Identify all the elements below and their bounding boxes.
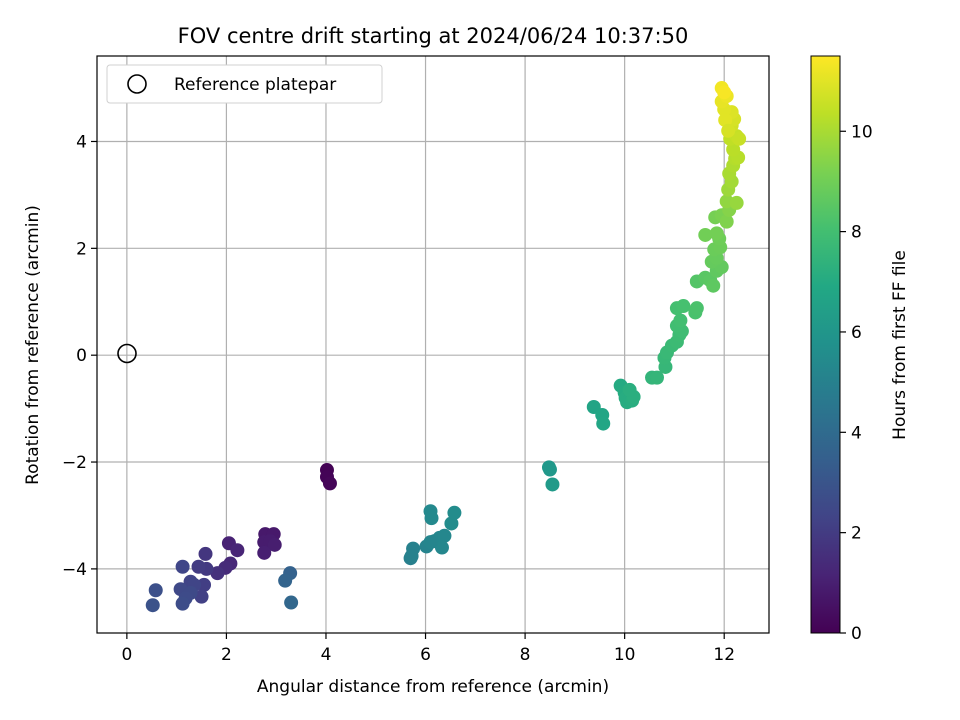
chart-title: FOV centre drift starting at 2024/06/24 …	[178, 24, 689, 48]
y-tick-label: −4	[62, 560, 87, 580]
colorbar-tick-label: 0	[851, 624, 862, 644]
data-point	[194, 589, 209, 604]
colorbar-gradient	[810, 55, 841, 634]
data-point	[230, 543, 245, 558]
data-point	[650, 370, 664, 385]
x-tick-label: 2	[221, 645, 232, 665]
y-axis-ticks: −4 −2 0 2 4	[62, 132, 97, 580]
data-point	[175, 596, 190, 611]
data-point	[717, 85, 732, 100]
data-point	[596, 416, 611, 431]
data-point	[706, 278, 721, 293]
data-point	[267, 537, 282, 552]
data-point	[447, 505, 462, 520]
colorbar-tick-label: 8	[851, 223, 862, 243]
data-point	[423, 535, 438, 550]
y-tick-label: −2	[62, 453, 87, 473]
colorbar: 0 2 4 6 8 10 Hours from first FF file	[810, 55, 910, 644]
data-point	[322, 476, 337, 491]
data-point	[278, 573, 293, 588]
data-point	[676, 299, 691, 314]
legend-box	[106, 64, 383, 104]
data-point	[709, 226, 724, 241]
data-point	[622, 382, 637, 397]
data-point	[175, 559, 190, 574]
data-point	[673, 313, 688, 328]
gridlines	[97, 56, 769, 633]
data-point	[197, 577, 212, 592]
plot-frame	[96, 55, 770, 634]
x-axis-label: Angular distance from reference (arcmin)	[257, 677, 609, 697]
x-tick-label: 12	[713, 645, 735, 665]
data-point	[257, 545, 272, 560]
colorbar-ticks: 0 2 4 6 8 10	[840, 122, 873, 644]
x-tick-label: 6	[420, 645, 431, 665]
x-tick-label: 8	[520, 645, 531, 665]
x-tick-label: 10	[614, 645, 636, 665]
reference-marker	[117, 343, 137, 364]
legend-label: Reference platepar	[174, 75, 336, 95]
data-point	[444, 516, 459, 531]
data-point	[437, 528, 452, 543]
data-point	[732, 131, 747, 146]
data-points	[145, 81, 747, 613]
data-point	[198, 546, 213, 561]
x-tick-label: 0	[121, 645, 132, 665]
data-point	[721, 123, 736, 138]
legend: Reference platepar	[106, 64, 383, 104]
data-point	[689, 301, 704, 316]
x-axis-ticks: 0 2 4 6 8 10 12	[121, 633, 735, 665]
colorbar-tick-label: 4	[851, 423, 862, 443]
data-point	[718, 113, 733, 128]
colorbar-tick-label: 2	[851, 524, 862, 544]
data-point	[542, 462, 557, 477]
y-tick-label: 2	[76, 239, 87, 259]
data-point	[148, 583, 163, 598]
colorbar-tick-label: 10	[851, 122, 873, 142]
y-axis-label: Rotation from reference (arcmin)	[23, 205, 43, 485]
y-tick-label: 0	[76, 346, 87, 366]
data-point	[404, 549, 419, 564]
data-point	[698, 227, 713, 242]
x-tick-label: 4	[321, 645, 332, 665]
data-point	[210, 566, 225, 581]
data-point	[726, 142, 741, 157]
data-point	[719, 214, 734, 229]
data-point	[145, 598, 160, 613]
data-point	[729, 195, 744, 210]
data-point	[545, 477, 560, 492]
data-point	[284, 595, 299, 610]
colorbar-tick-label: 6	[851, 323, 862, 343]
data-point	[424, 511, 439, 526]
legend-marker	[127, 74, 147, 94]
y-tick-label: 4	[76, 132, 87, 152]
colorbar-label: Hours from first FF file	[890, 250, 910, 440]
data-point	[434, 540, 449, 555]
data-point	[191, 559, 206, 574]
